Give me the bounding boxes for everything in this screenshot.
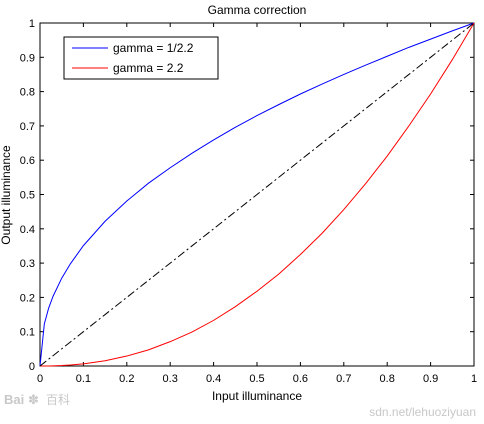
watermark-logo-paw-icon: ✽ (28, 392, 39, 407)
x-tick-label: 0 (37, 373, 43, 385)
baidu-watermark: Bai ✽ 百科 (4, 392, 70, 407)
x-tick-label: 1 (471, 373, 477, 385)
x-tick-label: 0.3 (163, 373, 178, 385)
legend: gamma = 1/2.2 gamma = 2.2 (63, 36, 219, 80)
x-tick-label: 0.7 (336, 373, 351, 385)
legend-box (63, 36, 219, 80)
series-line-0 (39, 22, 475, 367)
x-tick-label: 0.1 (76, 373, 91, 385)
x-tick-label: 0.9 (423, 373, 438, 385)
watermark-logo-text: Bai (4, 392, 24, 407)
y-tick-label: 0.4 (20, 224, 35, 236)
y-tick-label: 0.1 (20, 327, 35, 339)
series-line-2 (39, 22, 475, 367)
series-line-1 (40, 22, 475, 367)
chart-title: Gamma correction (208, 3, 307, 17)
y-tick-label: 0.8 (20, 87, 35, 99)
y-tick-label: 0 (29, 361, 35, 373)
y-tick-label: 1 (29, 18, 35, 30)
x-tick-label: 0.4 (206, 373, 221, 385)
y-axis-title: Output illuminance (0, 145, 13, 245)
watermark-url: sdn.net/lehuoziyuan (369, 405, 476, 419)
y-tick-label: 0.9 (20, 52, 35, 64)
x-tick-label: 0.5 (249, 373, 264, 385)
legend-label-series-0: gamma = 1/2.2 (113, 41, 194, 55)
y-tick-label: 0.3 (20, 258, 35, 270)
x-tick-label: 0.8 (380, 373, 395, 385)
x-axis-title: Input illuminance (212, 389, 302, 403)
series-layer (39, 22, 475, 367)
y-tick-label: 0.6 (20, 155, 35, 167)
x-tick-label: 0.6 (293, 373, 308, 385)
y-tick-label: 0.5 (20, 190, 35, 202)
x-tick-label: 0.2 (119, 373, 134, 385)
y-tick-label: 0.2 (20, 292, 35, 304)
legend-label-series-1: gamma = 2.2 (113, 61, 184, 75)
y-tick-label: 0.7 (20, 121, 35, 133)
axis-ticks: 0 0.1 0.2 0.3 0.4 0.5 0.6 0.7 0.8 0.9 1 0 0.1 0.2 0.3 0… (20, 18, 477, 385)
watermark-logo-suffix: 百科 (46, 393, 70, 407)
